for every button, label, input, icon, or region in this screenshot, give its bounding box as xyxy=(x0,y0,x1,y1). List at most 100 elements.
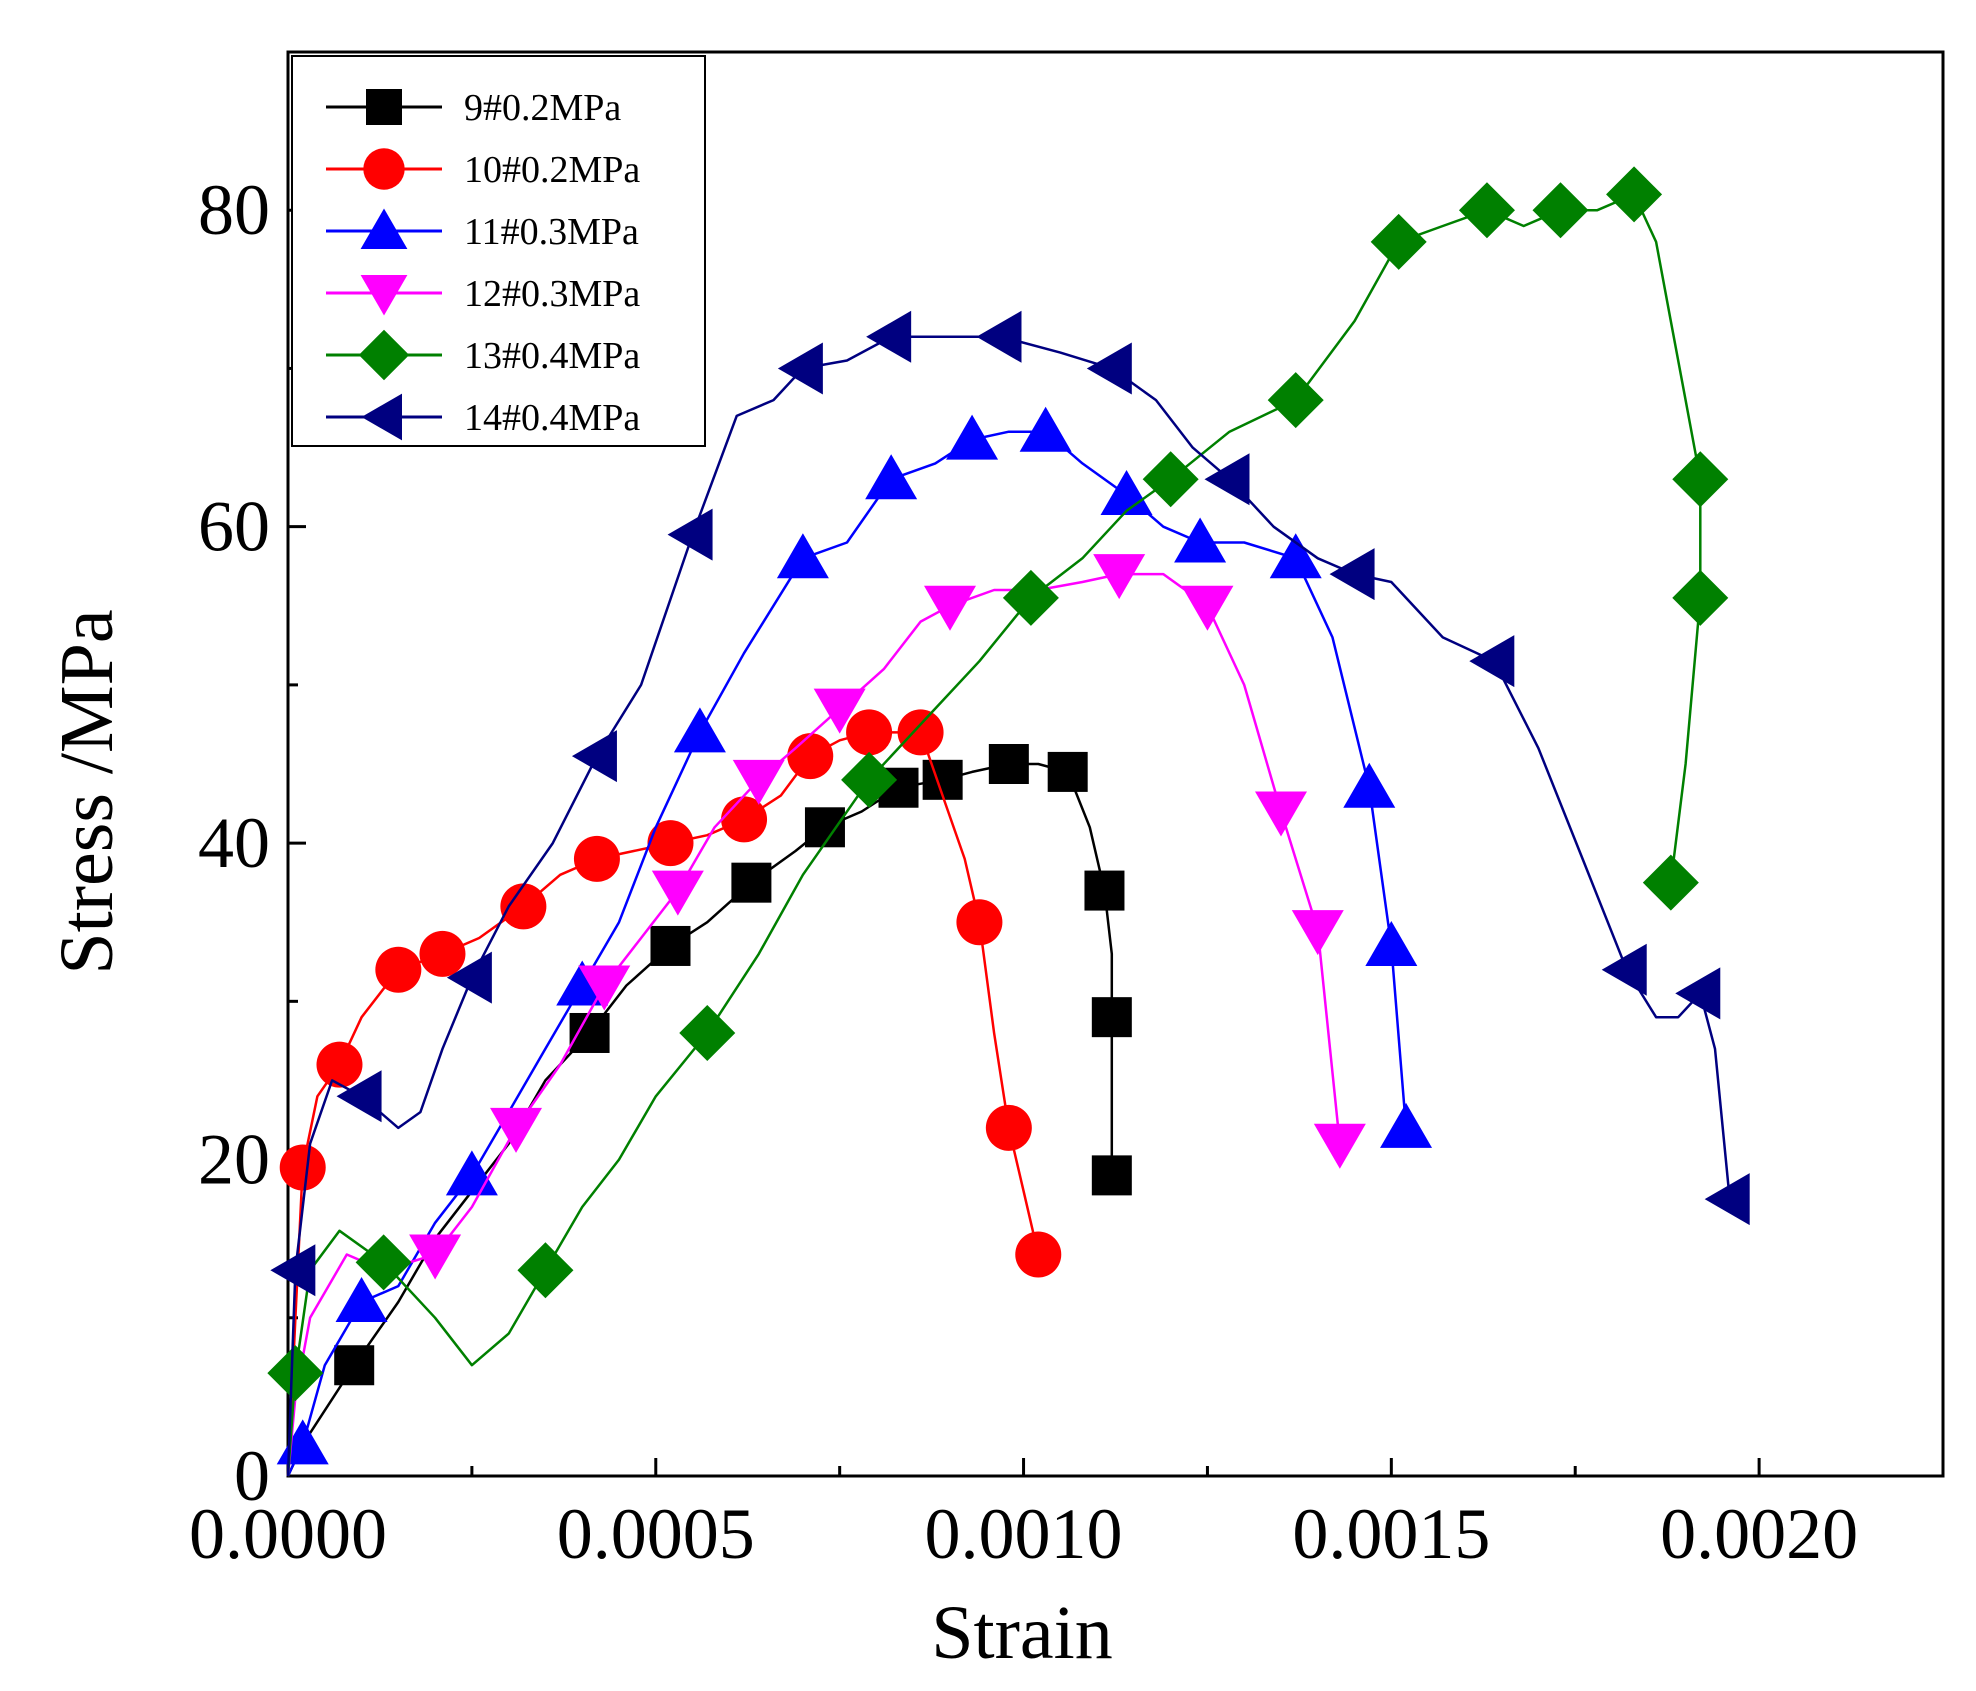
data-point-marker xyxy=(1380,1102,1433,1148)
data-point-marker xyxy=(1675,967,1721,1020)
data-point-marker xyxy=(1343,762,1396,808)
data-point-marker xyxy=(1672,451,1729,508)
data-point-marker xyxy=(1267,372,1324,429)
data-point-marker xyxy=(866,310,912,363)
data-point-marker xyxy=(846,709,893,756)
data-point-marker xyxy=(956,899,1003,946)
data-point-marker xyxy=(731,862,772,903)
data-point-marker xyxy=(1181,585,1234,631)
legend-marker xyxy=(358,329,410,381)
legend-item: 9#0.2MPa xyxy=(326,87,621,129)
data-point-marker xyxy=(1370,213,1427,270)
data-point-marker xyxy=(375,946,422,993)
data-point-marker xyxy=(1291,910,1344,956)
data-point-marker xyxy=(804,807,845,848)
data-point-marker xyxy=(673,707,726,753)
legend-marker xyxy=(360,275,408,316)
plot-frame xyxy=(286,50,1945,1478)
data-point-marker xyxy=(1269,533,1322,579)
data-point-marker xyxy=(316,1041,363,1088)
data-point-marker xyxy=(813,688,866,734)
data-point-marker xyxy=(1204,453,1250,506)
legend-item: 14#0.4MPa xyxy=(326,393,640,441)
data-point-marker xyxy=(267,1345,324,1402)
data-point-marker xyxy=(988,744,1029,784)
legend-items: 9#0.2MPa 10#0.2MPa 11#0.3MPa 12#0.3MPa 13#0.… xyxy=(326,87,640,441)
y-tick-label: 80 xyxy=(198,170,270,250)
x-tick-label: 0.0010 xyxy=(925,1494,1123,1574)
data-point-marker xyxy=(1532,182,1589,239)
x-tick-label: 0.0005 xyxy=(557,1494,755,1574)
data-point-marker xyxy=(946,414,999,460)
data-point-marker xyxy=(517,1242,574,1299)
legend: 9#0.2MPa 10#0.2MPa 11#0.3MPa 12#0.3MPa 13#0.… xyxy=(291,55,706,447)
data-point-marker xyxy=(276,1419,329,1465)
data-point-marker xyxy=(1091,997,1132,1038)
data-point-marker xyxy=(1015,1231,1062,1278)
legend-item: 10#0.2MPa xyxy=(326,148,640,191)
legend-label: 13#0.4MPa xyxy=(464,335,640,377)
data-point-marker xyxy=(279,1144,326,1191)
data-point-marker xyxy=(1142,451,1199,508)
data-point-marker xyxy=(1086,342,1132,395)
legend-item: 12#0.3MPa xyxy=(326,273,640,316)
data-point-marker xyxy=(1313,1123,1366,1169)
legend-label: 10#0.2MPa xyxy=(464,149,640,191)
data-point-marker xyxy=(777,342,823,395)
data-point-marker xyxy=(1255,791,1307,837)
legend-box xyxy=(291,55,706,447)
data-point-marker xyxy=(841,751,898,808)
data-point-marker xyxy=(776,533,829,579)
y-tick-label: 20 xyxy=(198,1120,270,1200)
data-point-marker xyxy=(647,820,694,867)
x-axis-title: Strain xyxy=(931,1591,1113,1675)
data-point-marker xyxy=(1642,854,1699,911)
legend-marker xyxy=(363,148,405,190)
data-point-marker xyxy=(419,930,466,977)
legend-marker xyxy=(360,208,408,249)
data-point-marker xyxy=(578,965,631,1011)
legend-item: 13#0.4MPa xyxy=(326,329,640,381)
data-point-marker xyxy=(500,883,547,930)
data-point-marker xyxy=(1458,182,1515,239)
data-point-marker xyxy=(1100,470,1153,516)
x-tick-label: 0.0020 xyxy=(1660,1494,1858,1574)
data-point-marker xyxy=(1019,406,1072,452)
data-point-marker xyxy=(569,1012,610,1053)
data-point-marker xyxy=(1091,1155,1132,1196)
data-point-marker xyxy=(571,730,617,783)
series-6 xyxy=(270,310,1750,1477)
data-point-marker xyxy=(490,1107,543,1153)
legend-label: 9#0.2MPa xyxy=(464,87,621,129)
data-point-marker xyxy=(924,585,976,631)
data-point-marker xyxy=(865,454,918,500)
data-point-marker xyxy=(732,759,785,805)
series-line xyxy=(286,335,1731,1477)
data-point-marker xyxy=(976,310,1022,363)
legend-item: 11#0.3MPa xyxy=(326,208,639,253)
data-point-marker xyxy=(985,1104,1032,1151)
x-tick-label: 0.0000 xyxy=(189,1494,387,1574)
data-point-marker xyxy=(1047,751,1088,792)
data-point-marker xyxy=(1329,548,1375,601)
series-line xyxy=(286,430,1408,1477)
data-point-marker xyxy=(1704,1173,1750,1226)
data-point-marker xyxy=(335,1276,388,1322)
data-point-marker xyxy=(336,1070,382,1123)
legend-label: 11#0.3MPa xyxy=(464,211,639,253)
data-point-marker xyxy=(1365,920,1418,966)
data-point-marker xyxy=(1606,166,1663,223)
data-point-marker xyxy=(651,870,704,916)
series-5 xyxy=(267,166,1729,1477)
data-point-marker xyxy=(1672,569,1729,626)
data-point-marker xyxy=(1084,870,1125,911)
legend-label: 14#0.4MPa xyxy=(464,397,640,439)
data-point-marker xyxy=(573,835,620,882)
series-4 xyxy=(286,554,1366,1477)
y-tick-label: 0 xyxy=(234,1436,270,1516)
y-tick-label: 60 xyxy=(198,487,270,567)
series-line xyxy=(286,731,1040,1477)
data-point-marker xyxy=(667,508,713,561)
legend-label: 12#0.3MPa xyxy=(464,273,640,315)
